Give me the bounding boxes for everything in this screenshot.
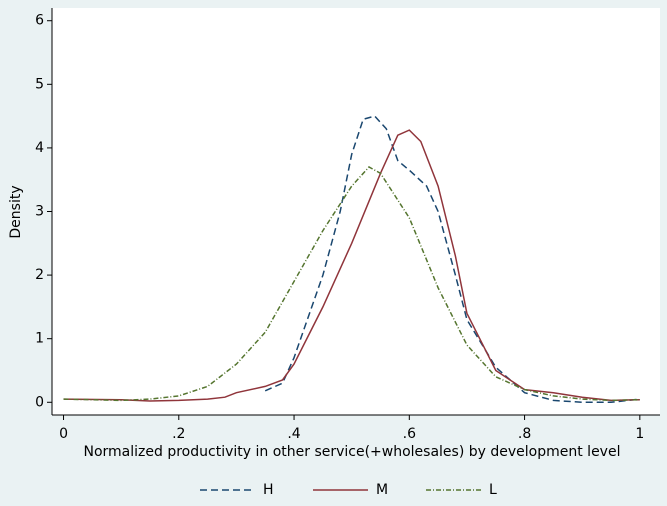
legend-label: L [489, 482, 497, 498]
y-tick-label: 0 [35, 394, 44, 410]
x-tick-label: 0 [59, 426, 68, 442]
y-tick-label: 2 [35, 267, 44, 283]
density-line [63, 166, 640, 402]
y-tick-label: 4 [35, 140, 44, 156]
y-tick-label: 3 [35, 204, 44, 220]
x-tick-label: 1 [635, 426, 644, 442]
y-tick-label: 1 [35, 331, 44, 347]
x-tick-label: .4 [287, 426, 300, 442]
x-tick-label: .6 [403, 426, 416, 442]
y-axis-label: Density [8, 185, 24, 238]
legend-label: M [376, 482, 388, 498]
x-tick-label: .2 [172, 426, 185, 442]
plot-area [52, 8, 660, 415]
y-tick-label: 6 [35, 13, 44, 29]
y-tick-label: 5 [35, 76, 44, 92]
density-line [264, 115, 640, 404]
x-axis-label: Normalized productivity in other service… [84, 444, 621, 460]
x-tick-label: .8 [518, 426, 531, 442]
legend-label: H [263, 482, 274, 498]
